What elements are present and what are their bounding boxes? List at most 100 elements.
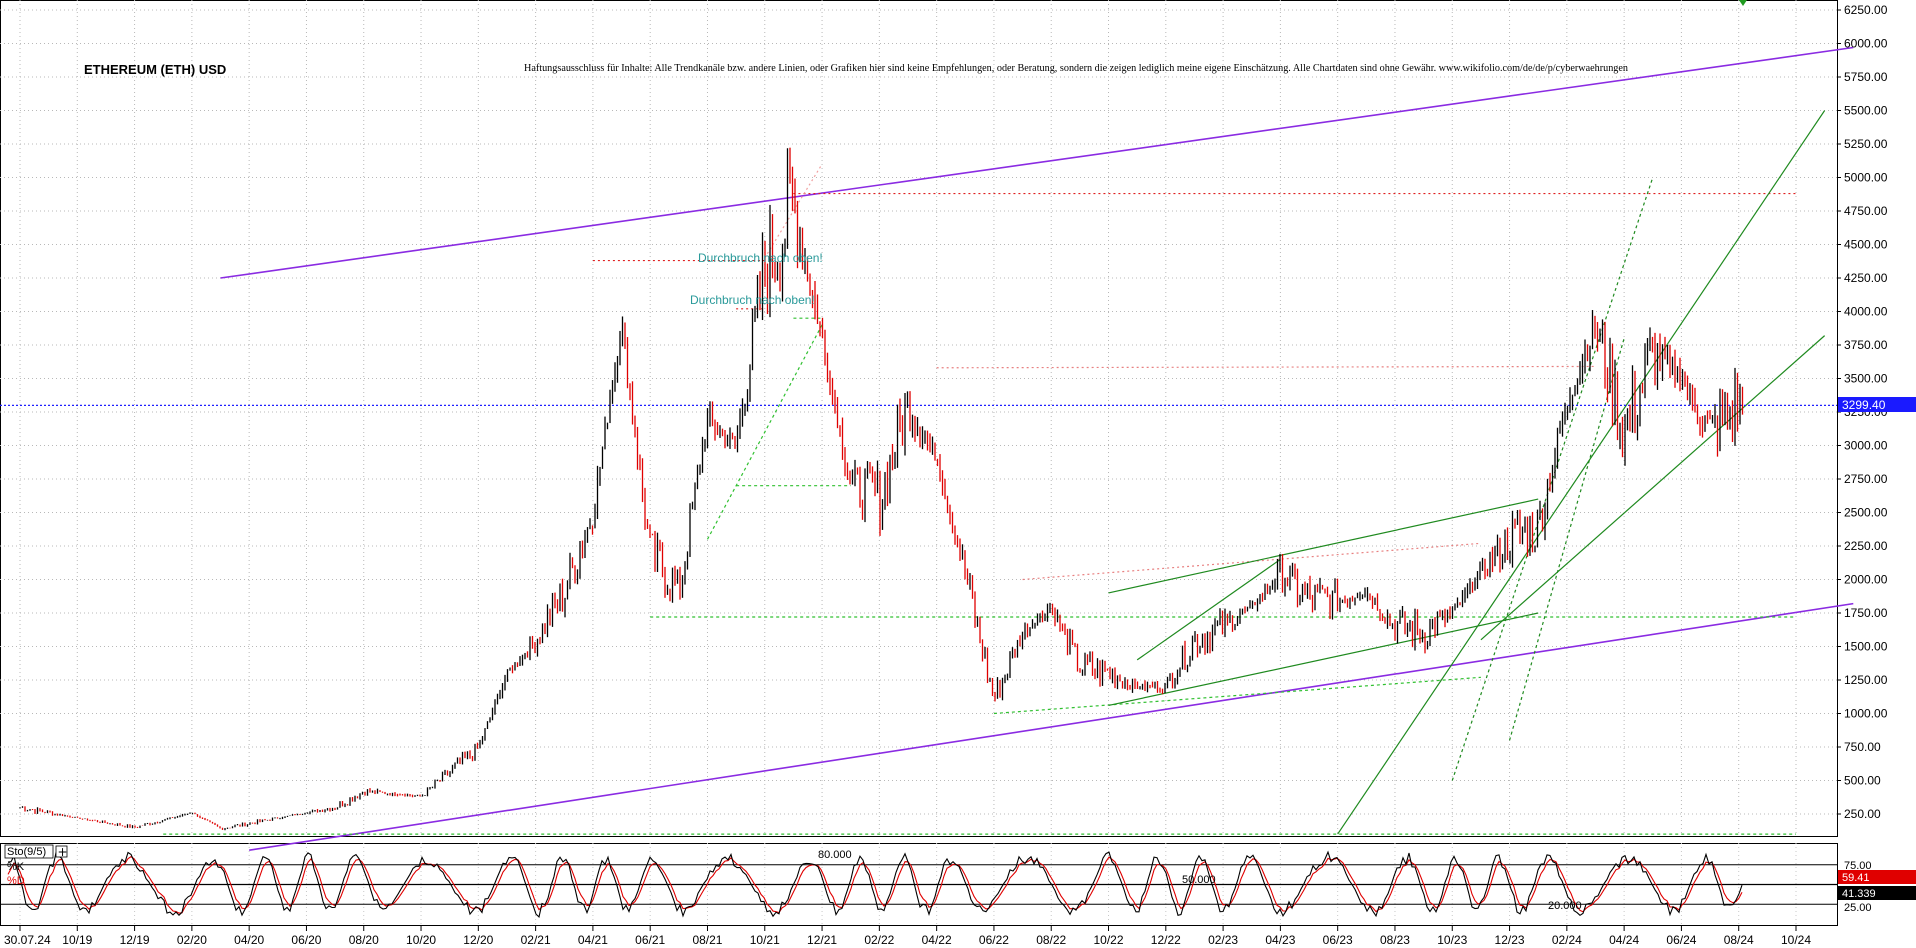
level-80-label: 80.000 (818, 849, 852, 861)
stoch-d-line (7, 856, 1743, 914)
oscillator-label: Sto(9/5) (7, 846, 46, 858)
x-tick-label: 06/20 (291, 933, 321, 947)
y-tick-label: 5750.00 (1844, 70, 1888, 84)
oscillator-label-box (4, 844, 54, 859)
x-tick-label: 10/19 (62, 933, 92, 947)
y-tick-label: 4500.00 (1844, 238, 1888, 252)
x-tick-label: 10/23 (1437, 933, 1467, 947)
last-price-badge (1838, 397, 1916, 412)
y-tick-label: 750.00 (1844, 740, 1881, 754)
trend-line (1108, 498, 1539, 594)
osc-tick-25: 25.00 (1844, 902, 1872, 914)
level-20-label: 20.000 (1548, 900, 1582, 912)
y-tick-label: 4750.00 (1844, 204, 1888, 218)
disclaimer-text: Haftungsausschluss für Inhalte: Alle Tre… (524, 63, 1629, 74)
k-legend-label: %K (7, 861, 25, 873)
annotation-breakout-2: Durchbruch nach oben! (690, 293, 815, 307)
upper-channel-line (220, 46, 1854, 279)
support-line (993, 676, 1481, 715)
y-tick-label: 3500.00 (1844, 372, 1888, 386)
trend-line (1136, 558, 1281, 661)
y-tick-label: 1250.00 (1844, 673, 1888, 687)
x-tick-label: 10/20 (406, 933, 436, 947)
osc-tick-75: 75.00 (1844, 860, 1872, 872)
annotation-breakout-1: Durchbruch nach oben! (698, 251, 823, 265)
x-tick-label: 08/24 (1724, 933, 1754, 947)
x-tick-label: 06/24 (1666, 933, 1696, 947)
stoch-k-line (7, 850, 1743, 918)
x-tick-label: 08/23 (1380, 933, 1410, 947)
y-tick-label: 500.00 (1844, 774, 1881, 788)
fan-line (764, 163, 823, 259)
k-value-label: 59.41 (1842, 872, 1870, 884)
oscillator-layer (0, 850, 1837, 918)
y-tick-label: 1750.00 (1844, 606, 1888, 620)
x-tick-label: 30.07.24 (4, 933, 51, 947)
y-tick-label: 4250.00 (1844, 271, 1888, 285)
x-tick-label: 02/21 (521, 933, 551, 947)
x-tick-label: 02/20 (177, 933, 207, 947)
lower-channel-line (249, 602, 1854, 851)
y-tick-label: 250.00 (1844, 807, 1881, 821)
trendline-layer (0, 46, 1854, 851)
y-tick-label: 2750.00 (1844, 472, 1888, 486)
y-tick-label: 6000.00 (1844, 37, 1888, 51)
x-tick-label: 06/23 (1323, 933, 1353, 947)
x-tick-label: 08/21 (692, 933, 722, 947)
y-tick-label: 1500.00 (1844, 640, 1888, 654)
last-price-label: 3299.40 (1842, 398, 1886, 412)
resistance-line (936, 365, 1596, 369)
d-value-label: 41.339 (1842, 888, 1876, 900)
y-tick-label: 1000.00 (1844, 707, 1888, 721)
x-tick-label: 02/23 (1208, 933, 1238, 947)
oscillator-expand-button[interactable] (55, 845, 68, 858)
x-tick-label: 10/22 (1094, 933, 1124, 947)
d-value-badge (1838, 886, 1916, 900)
x-tick-label: 08/20 (349, 933, 379, 947)
x-tick-label: 10/21 (750, 933, 780, 947)
x-tick-label: 12/20 (463, 933, 493, 947)
y-tick-label: 2000.00 (1844, 573, 1888, 587)
x-tick-label: 12/19 (120, 933, 150, 947)
grid-layer (0, 0, 1837, 925)
y-tick-label: 4000.00 (1844, 305, 1888, 319)
up-arrow-icon (1739, 0, 1747, 6)
chart-title: ETHEREUM (ETH) USD (84, 62, 226, 77)
x-tick-label: 12/23 (1495, 933, 1525, 947)
x-tick-label: 10/24 (1781, 933, 1811, 947)
y-tick-label: 5500.00 (1844, 104, 1888, 118)
fan-line (1451, 177, 1654, 781)
resistance-line (1022, 542, 1481, 581)
trend-line (1108, 612, 1539, 707)
x-tick-label: 04/23 (1265, 933, 1295, 947)
y-tick-label: 5250.00 (1844, 137, 1888, 151)
trend-channel-lower (1480, 335, 1826, 641)
axis-layer: 6250.00 6000.00 5750.00 5500.00 5250.00 5000.… (4, 3, 1888, 947)
x-tick-label: 04/24 (1609, 933, 1639, 947)
price-series-layer (19, 147, 1744, 831)
y-tick-label: 3750.00 (1844, 338, 1888, 352)
k-value-badge (1838, 870, 1916, 884)
x-tick-label: 04/21 (578, 933, 608, 947)
level-50-label: 50.000 (1182, 874, 1216, 886)
x-tick-label: 04/22 (922, 933, 952, 947)
y-tick-label: 6250.00 (1844, 3, 1888, 17)
y-tick-label: 2250.00 (1844, 539, 1888, 553)
d-legend-label: %D (7, 875, 25, 887)
x-tick-label: 12/21 (807, 933, 837, 947)
price-plot-frame (0, 0, 1838, 837)
x-tick-label: 04/20 (234, 933, 264, 947)
x-tick-label: 02/22 (864, 933, 894, 947)
x-tick-label: 02/24 (1552, 933, 1582, 947)
plus-icon: + (58, 845, 68, 859)
x-tick-label: 06/22 (979, 933, 1009, 947)
y-tick-label: 2500.00 (1844, 506, 1888, 520)
x-tick-label: 08/22 (1036, 933, 1066, 947)
x-tick-label: 12/22 (1151, 933, 1181, 947)
y-tick-label: 5000.00 (1844, 171, 1888, 185)
x-tick-label: 06/21 (635, 933, 665, 947)
trend-channel-upper (1337, 110, 1826, 835)
y-tick-label: 3000.00 (1844, 439, 1888, 453)
